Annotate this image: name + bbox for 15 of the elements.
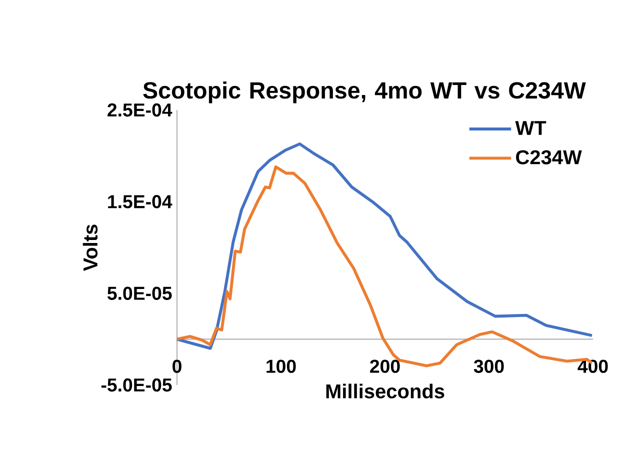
legend-label: C234W: [516, 150, 582, 164]
chart-title: Scotopic Response, 4mo WT vs C234W: [143, 82, 586, 104]
x-tick-label: 300: [474, 360, 504, 373]
y-tick-label: 1.5E-04: [108, 195, 172, 208]
legend-label: WT: [515, 121, 546, 135]
x-tick-label: 400: [578, 360, 608, 373]
y-tick-label: 5.0E-05: [107, 286, 172, 300]
y-tick-label: 2.5E-04: [108, 103, 172, 117]
y-tick-label: -5.0E-05: [101, 378, 172, 392]
x-tick-label: 0: [172, 360, 182, 373]
y-axis-title: Volts: [82, 224, 98, 272]
x-tick-label: 200: [370, 360, 400, 373]
x-tick-label: 100: [266, 360, 296, 373]
x-axis-title: Milliseconds: [326, 384, 444, 398]
line-series: [176, 142, 594, 350]
